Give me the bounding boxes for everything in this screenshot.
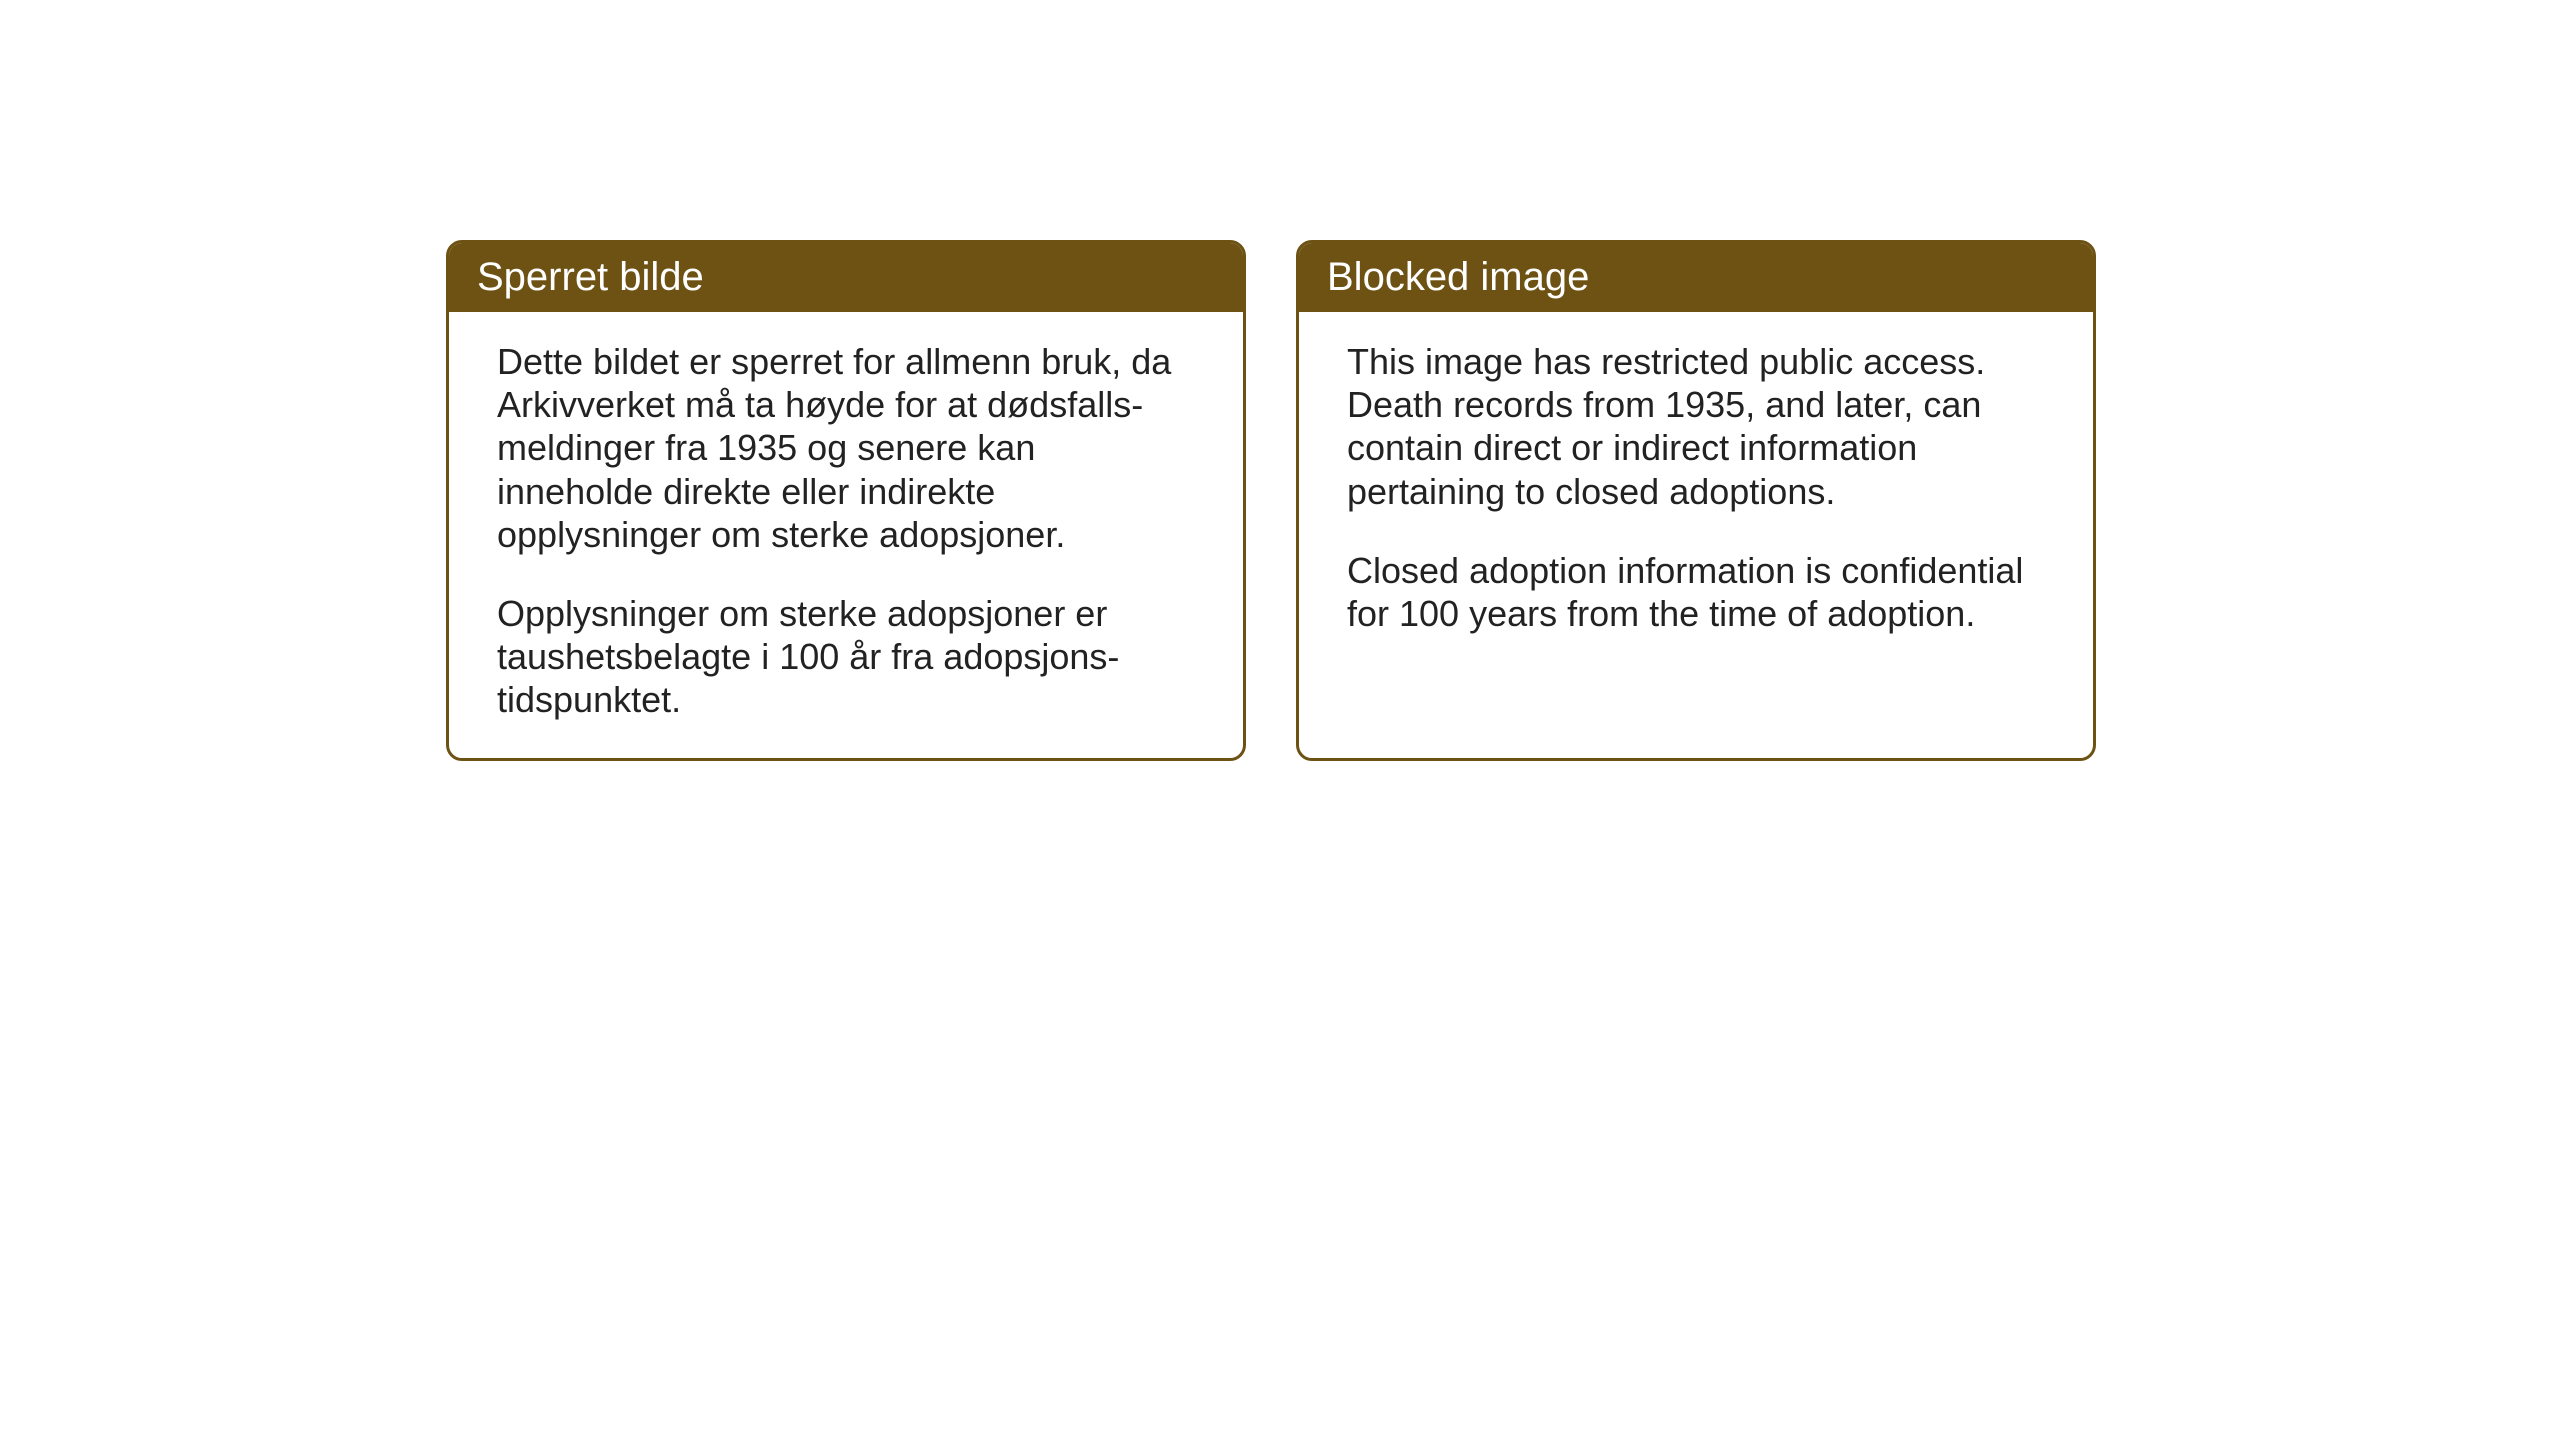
notice-paragraph-2-english: Closed adoption information is confident… [1347,549,2045,635]
notice-box-norwegian: Sperret bilde Dette bildet er sperret fo… [446,240,1246,761]
notice-header-english: Blocked image [1299,243,2093,312]
notice-body-english: This image has restricted public access.… [1299,312,2093,732]
notice-body-norwegian: Dette bildet er sperret for allmenn bruk… [449,312,1243,758]
notice-paragraph-2-norwegian: Opplysninger om sterke adopsjoner er tau… [497,592,1195,722]
notice-header-norwegian: Sperret bilde [449,243,1243,312]
notice-paragraph-1-norwegian: Dette bildet er sperret for allmenn bruk… [497,340,1195,556]
notice-title-norwegian: Sperret bilde [477,255,704,299]
notice-title-english: Blocked image [1327,255,1589,299]
notice-paragraph-1-english: This image has restricted public access.… [1347,340,2045,513]
notice-container: Sperret bilde Dette bildet er sperret fo… [446,240,2096,761]
notice-box-english: Blocked image This image has restricted … [1296,240,2096,761]
